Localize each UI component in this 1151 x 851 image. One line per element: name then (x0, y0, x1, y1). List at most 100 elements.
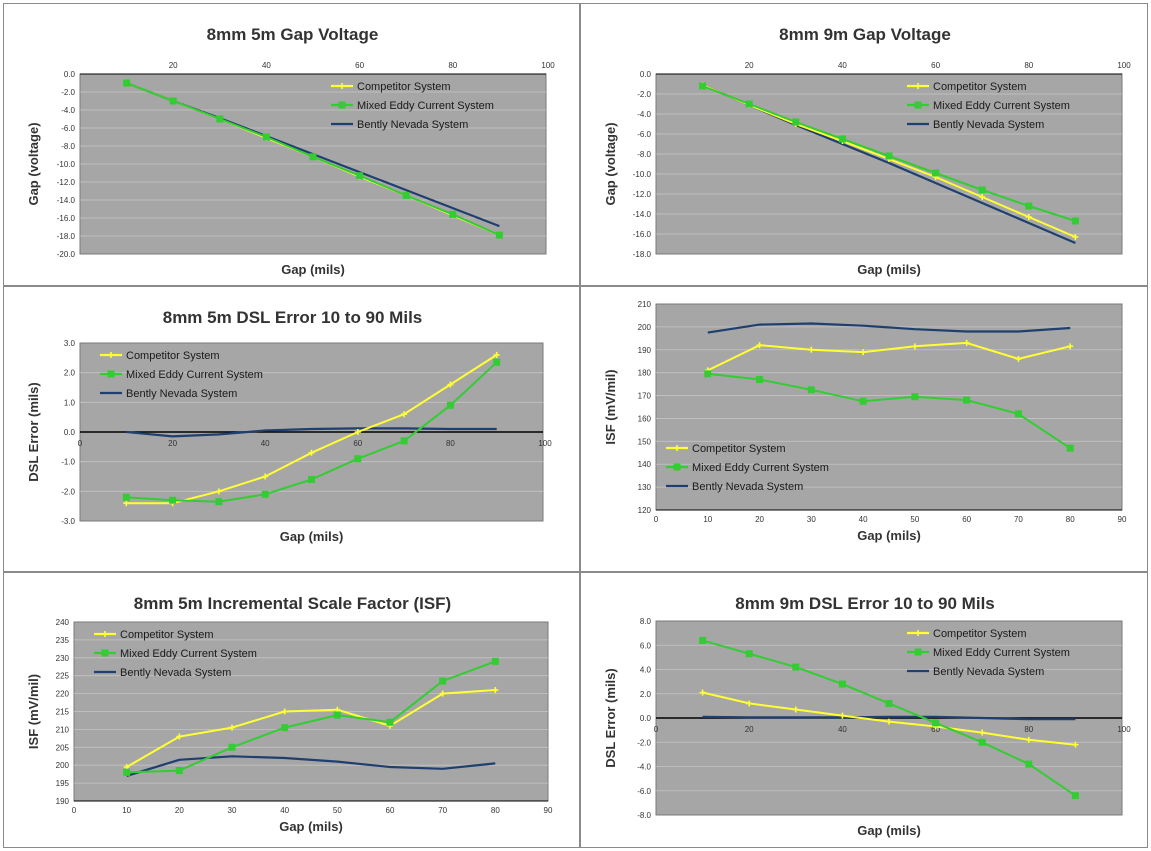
chart-panel-1: 8mm 5m Gap Voltage 0.0 -2.0 -4.0 -6.0 -8.0 -10… (3, 3, 580, 286)
chart-4-y-tick-label: 130 (638, 483, 652, 492)
chart-2-series-mixed-point (932, 169, 940, 177)
chart-5-y-tick-label: 190 (56, 797, 70, 806)
chart-6-series-competitor-point (886, 718, 892, 725)
chart-3-series-mixed-point (493, 358, 501, 366)
chart-4-series-mixed-point (1066, 444, 1074, 452)
chart-3-svg: 8mm 5m DSL Error 10 to 90 Mils 3.0 2.0 1.0 0… (26, 308, 552, 544)
chart-1-title: 8mm 5m Gap Voltage (207, 25, 379, 44)
chart-6-y-tick-label: 2.0 (640, 690, 652, 699)
chart-2-y-tick-label: -2.0 (637, 90, 651, 99)
chart-5-y-tick-label: 230 (56, 654, 70, 663)
chart-6-svg: 8mm 9m DSL Error 10 to 90 Mils 8.0 6.0 4.0 2… (603, 594, 1131, 838)
chart-4-series-mixed-point (859, 397, 867, 405)
chart-5-series-bently-line (126, 755, 496, 777)
chart-4-series-competitor-point (963, 339, 970, 346)
chart-6-series-mixed-point (885, 699, 893, 707)
chart-1-x-tick-label: 40 (262, 61, 271, 70)
chart-6-series-mixed-point (1071, 792, 1079, 800)
chart-3-series-bently-line (126, 427, 497, 438)
chart-5-y-tick-label: 205 (56, 743, 70, 752)
chart-6-series-competitor-point (1025, 736, 1032, 743)
chart-3-series-mixed-point (354, 455, 362, 463)
chart-4-y-tick-label: 170 (638, 392, 652, 401)
chart-5-y-tick-label: 210 (56, 725, 70, 734)
chart-1-series-mixed-point (216, 115, 224, 123)
chart-5-x-tick-label: 90 (544, 806, 553, 815)
chart-4-series-mixed-line (707, 372, 1071, 450)
chart-4-y-tick-label: 120 (638, 506, 652, 515)
chart-3-series-competitor-point (262, 473, 269, 480)
chart-3-x-tick-label: 20 (168, 439, 177, 448)
chart-5-y-tick-label: 220 (56, 690, 70, 699)
chart-3-y-tick-label: 3.0 (64, 339, 76, 348)
chart-1-legend-competitor-marker (339, 83, 345, 89)
chart-5-series-mixed-point (123, 768, 131, 776)
chart-3-series-mixed-point (215, 498, 223, 506)
chart-6-x-axis-title: Gap (mils) (857, 823, 921, 838)
chart-2-y-tick-label: -16.0 (633, 230, 652, 239)
chart-4-series-competitor-point (1015, 355, 1022, 362)
chart-4-x-tick-label: 60 (962, 515, 971, 524)
chart-6-y-tick-label: 0.0 (640, 714, 652, 723)
chart-6-series-competitor-point (839, 712, 846, 719)
chart-3-legend-competitor-label: Competitor System (126, 350, 220, 362)
chart-3-series-mixed-point (446, 401, 454, 409)
chart-6-series-mixed-point (932, 719, 940, 727)
chart-4-x-tick-label: 20 (755, 515, 764, 524)
chart-4-y-tick-label: 160 (638, 414, 652, 423)
chart-1-legend-bently-label: Bently Nevada System (357, 119, 468, 131)
chart-2-legend-competitor-label: Competitor System (933, 81, 1027, 93)
chart-2-y-axis-title: Gap (voltage) (603, 122, 618, 205)
chart-4-y-axis-title: ISF (mV/mil) (603, 369, 618, 444)
chart-5-y-axis-title: ISF (mV/mil) (26, 674, 41, 749)
chart-4-x-tick-label: 0 (654, 515, 659, 524)
chart-4-y-tick-label: 150 (638, 437, 652, 446)
chart-1-y-tick-label: -10.0 (57, 160, 76, 169)
chart-6-y-tick-label: -8.0 (637, 811, 651, 820)
chart-2-x-axis-title: Gap (mils) (857, 262, 921, 277)
chart-5-series-mixed-point (281, 724, 289, 732)
chart-3-series-mixed-point (169, 496, 177, 504)
chart-2-x-tick-label: 80 (1024, 61, 1033, 70)
chart-1-y-tick-label: -4.0 (61, 106, 75, 115)
chart-6-legend-mixed-label: Mixed Eddy Current System (933, 647, 1070, 659)
chart-3-legend-mixed-label: Mixed Eddy Current System (126, 369, 263, 381)
chart-1-y-tick-label: -20.0 (57, 250, 76, 259)
chart-3-series-mixed-point (400, 437, 408, 445)
chart-3-title: 8mm 5m DSL Error 10 to 90 Mils (163, 308, 423, 327)
chart-4-x-tick-label: 30 (807, 515, 816, 524)
chart-panel-6: 8mm 9m DSL Error 10 to 90 Mils 8.0 6.0 4.0 2… (580, 572, 1148, 848)
chart-1-x-axis-title: Gap (mils) (281, 262, 345, 277)
chart-2-series-mixed-point (1025, 202, 1033, 210)
chart-5-series-mixed-line (126, 660, 496, 774)
chart-6-title: 8mm 9m DSL Error 10 to 90 Mils (735, 594, 995, 613)
chart-4-y-tick-label: 180 (638, 369, 652, 378)
chart-1-y-tick-label: -6.0 (61, 124, 75, 133)
chart-1-x-tick-label: 20 (169, 61, 178, 70)
chart-4-y-tick-label: 210 (638, 300, 652, 309)
chart-3-y-tick-label: 0.0 (64, 428, 76, 437)
chart-2-legend-mixed-marker (914, 101, 922, 109)
chart-6-x-tick-label: 100 (1117, 725, 1131, 734)
chart-1-series-mixed-point (402, 192, 410, 199)
chart-2-legend-competitor-marker (915, 83, 921, 89)
chart-2-y-tick-label: -4.0 (637, 110, 651, 119)
chart-4-legend-mixed-marker (673, 463, 681, 471)
chart-6-y-tick-label: 4.0 (640, 666, 652, 675)
chart-1-x-tick-label: 80 (448, 61, 457, 70)
chart-6-x-tick-label: 0 (654, 725, 659, 734)
chart-2-x-tick-label: 40 (838, 61, 847, 70)
chart-2-y-tick-label: -10.0 (633, 170, 652, 179)
chart-3-y-tick-label: 1.0 (64, 398, 76, 407)
chart-4-series-mixed-point (963, 396, 971, 404)
chart-5-y-tick-label: 215 (56, 708, 70, 717)
chart-5-legend-mixed-marker (101, 649, 109, 657)
chart-2-svg: 8mm 9m Gap Voltage 0.0 -2.0 -4.0 -6.0 -8.0 -10… (603, 25, 1131, 277)
chart-3-y-tick-label: 2.0 (64, 369, 76, 378)
chart-6-series-mixed-point (745, 650, 753, 658)
chart-2-title: 8mm 9m Gap Voltage (779, 25, 951, 44)
chart-5-legend-competitor-label: Competitor System (120, 629, 214, 641)
chart-2-series-mixed-point (745, 100, 753, 108)
chart-6-series-competitor-point (792, 706, 799, 713)
